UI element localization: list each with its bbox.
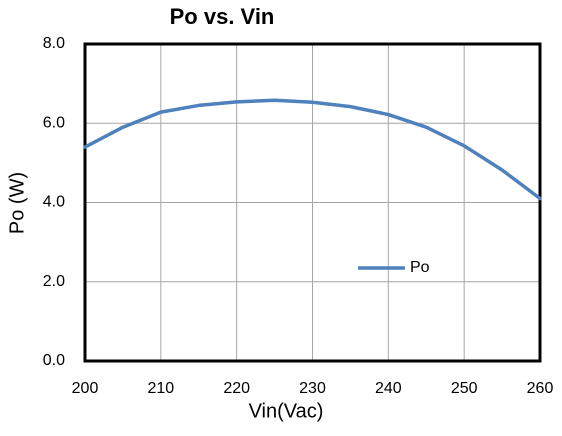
x-tick-label: 200: [72, 380, 99, 397]
y-tick-label: 2.0: [43, 273, 65, 290]
legend-label: Po: [410, 259, 430, 276]
x-tick-label: 240: [375, 380, 402, 397]
chart-title: Po vs. Vin: [170, 4, 275, 29]
y-tick-label: 0.0: [43, 352, 65, 369]
x-tick-label: 220: [223, 380, 250, 397]
x-tick-label: 250: [451, 380, 478, 397]
x-tick-label: 210: [147, 380, 174, 397]
y-axis-label: Po (W): [6, 172, 28, 234]
x-axis-label: Vin(Vac): [249, 400, 324, 422]
y-tick-label: 8.0: [43, 35, 65, 52]
plot-border: [83, 42, 542, 363]
y-tick-label: 6.0: [43, 114, 65, 131]
x-tick-label: 230: [299, 380, 326, 397]
y-tick-label: 4.0: [43, 194, 65, 211]
x-tick-label: 260: [527, 380, 554, 397]
data-line: [83, 98, 542, 201]
